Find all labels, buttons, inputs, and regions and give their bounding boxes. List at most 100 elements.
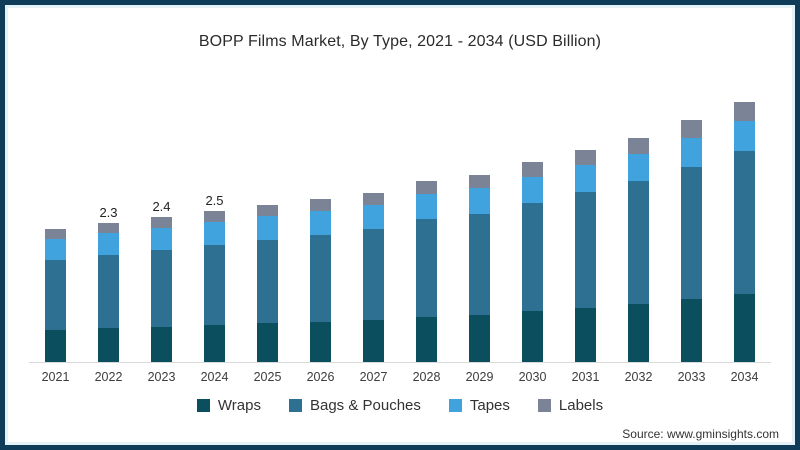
x-axis-label-2023: 2023 [147,370,176,384]
bar-segment-labels [257,204,278,217]
bar-segment-tapes [734,120,755,152]
bar-2021 [45,228,66,362]
bar-segment-wraps [257,323,278,362]
bar-segment-bags-pouches [416,219,437,317]
bar-segment-wraps [416,316,437,362]
bar-segment-labels [522,162,543,177]
bar-2027 [363,192,384,362]
bar-slot-2027 [347,192,400,362]
bar-segment-tapes [310,210,331,236]
bar-segment-wraps [734,294,755,362]
bar-segment-wraps [204,325,225,362]
x-axis-label-2024: 2024 [200,370,229,384]
bar-segment-tapes [469,188,490,214]
bar-segment-bags-pouches [734,151,755,295]
bar-segment-wraps [363,319,384,362]
x-axis-label-2022: 2022 [94,370,123,384]
bar-slot-2028 [400,180,453,362]
bar-segment-labels [734,101,755,121]
bar-segment-tapes [151,227,172,251]
bar-segment-bags-pouches [151,250,172,327]
x-axis-label-2029: 2029 [465,370,494,384]
bar-2034 [734,101,755,362]
bar-slot-2031 [559,150,612,362]
x-axis-label-2021: 2021 [41,370,70,384]
bar-segment-tapes [681,137,702,167]
bar-segment-labels [628,138,649,154]
bar-segment-labels [575,150,596,166]
bar-slot-2021 [29,228,82,362]
legend-swatch-icon [448,399,462,412]
bar-segment-tapes [628,153,649,182]
bar-segment-bags-pouches [469,213,490,315]
bar-segment-bags-pouches [575,191,596,308]
bar-segment-bags-pouches [98,254,119,329]
bar-segment-bags-pouches [681,166,702,300]
bar-segment-tapes [363,204,384,229]
bar-slot-2026 [294,198,347,362]
bar-segment-labels [469,174,490,189]
bar-slot-2024: 2.5 [188,192,241,362]
bar-segment-bags-pouches [363,228,384,320]
bar-2032 [628,138,649,362]
bar-slot-2032 [612,138,665,362]
x-axis-label-2027: 2027 [359,370,388,384]
bar-segment-wraps [628,303,649,362]
bar-2031 [575,150,596,362]
bar-2029 [469,174,490,362]
bar-2028 [416,180,437,362]
x-axis-label-2034: 2034 [730,370,759,384]
x-axis-label-2030: 2030 [518,370,547,384]
legend-label: Bags & Pouches [309,397,421,414]
bar-slot-2023: 2.4 [135,199,188,362]
bar-2024 [204,210,225,362]
source-credit: Source: www.gminsights.com [622,427,779,441]
x-axis-label-2031: 2031 [571,370,600,384]
bar-segment-wraps [681,299,702,362]
bar-slot-2034 [718,101,771,362]
bar-segment-wraps [151,326,172,362]
plot-area: 2.3 2.4 2.5 [29,5,771,362]
bar-segment-labels [416,180,437,194]
bar-segment-labels [681,120,702,138]
legend-label: Tapes [469,397,510,414]
legend-label: Labels [558,397,604,414]
bar-slot-2029 [453,174,506,362]
bar-2030 [522,162,543,362]
bar-segment-wraps [522,311,543,362]
bar-segment-wraps [310,322,331,362]
bar-segment-tapes [45,238,66,260]
bar-segment-wraps [98,328,119,362]
legend-item-wraps: Wraps [196,397,261,414]
bar-segment-bags-pouches [257,239,278,324]
bar-slot-2022: 2.3 [82,205,135,362]
x-axis-label-2026: 2026 [306,370,335,384]
bar-segment-bags-pouches [204,244,225,326]
bar-segment-labels [45,228,66,239]
x-axis-label-2028: 2028 [412,370,441,384]
legend-item-bags-pouches: Bags & Pouches [288,397,421,414]
bar-value-label: 2.5 [205,192,224,208]
legend-swatch-icon [196,399,210,412]
bar-2025 [257,204,278,362]
bar-segment-bags-pouches [45,259,66,330]
bar-2022 [98,222,119,362]
x-axis-labels: 2021 2022 2023 2024 2025 2026 2027 2028 2029 2030… [29,370,771,384]
legend-item-labels: Labels [537,397,604,414]
bar-2026 [310,198,331,362]
bar-segment-tapes [522,176,543,203]
x-axis-label-2033: 2033 [677,370,706,384]
bar-segment-labels [363,192,384,205]
bar-segment-wraps [469,314,490,362]
legend-swatch-icon [537,399,551,412]
bar-segment-labels [204,210,225,222]
bar-segment-tapes [98,233,119,255]
bar-segment-labels [310,198,331,211]
bar-segment-labels [98,222,119,234]
legend: Wraps Bags & Pouches Tapes Labels [5,397,795,414]
chart-title: BOPP Films Market, By Type, 2021 - 2034 … [198,33,602,50]
bar-2023 [151,216,172,362]
x-axis-label-2025: 2025 [253,370,282,384]
x-axis-label-2032: 2032 [624,370,653,384]
